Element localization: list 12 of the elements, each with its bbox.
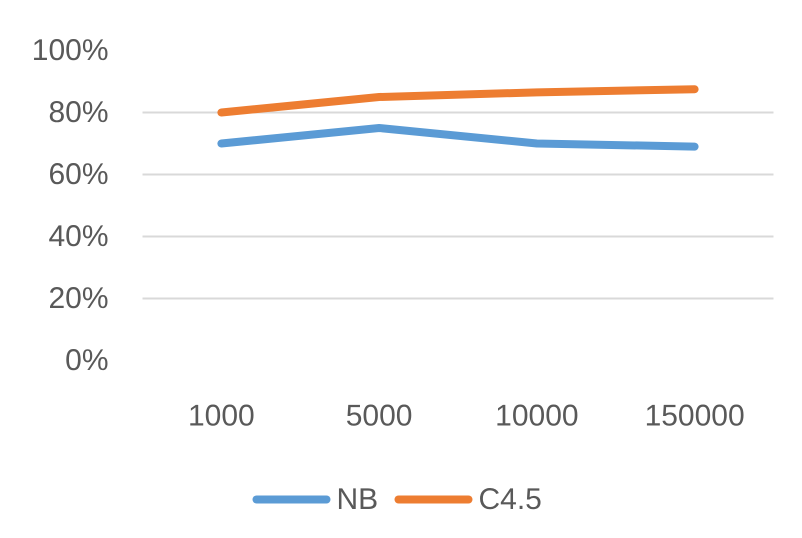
y-tick-label: 40%: [48, 220, 109, 253]
x-tick-label: 5000: [346, 400, 413, 432]
y-tick-label: 0%: [65, 344, 108, 377]
legend-label: NB: [336, 483, 378, 516]
x-tick-label: 10000: [495, 400, 579, 432]
y-tick-label: 100%: [32, 34, 109, 67]
y-tick-label: 80%: [48, 96, 109, 129]
x-tick-label: 1000: [188, 400, 255, 432]
legend-label: C4.5: [478, 483, 542, 516]
y-tick-label: 20%: [48, 282, 109, 315]
y-tick-label: 60%: [48, 158, 109, 191]
x-tick-label: 150000: [644, 400, 745, 432]
